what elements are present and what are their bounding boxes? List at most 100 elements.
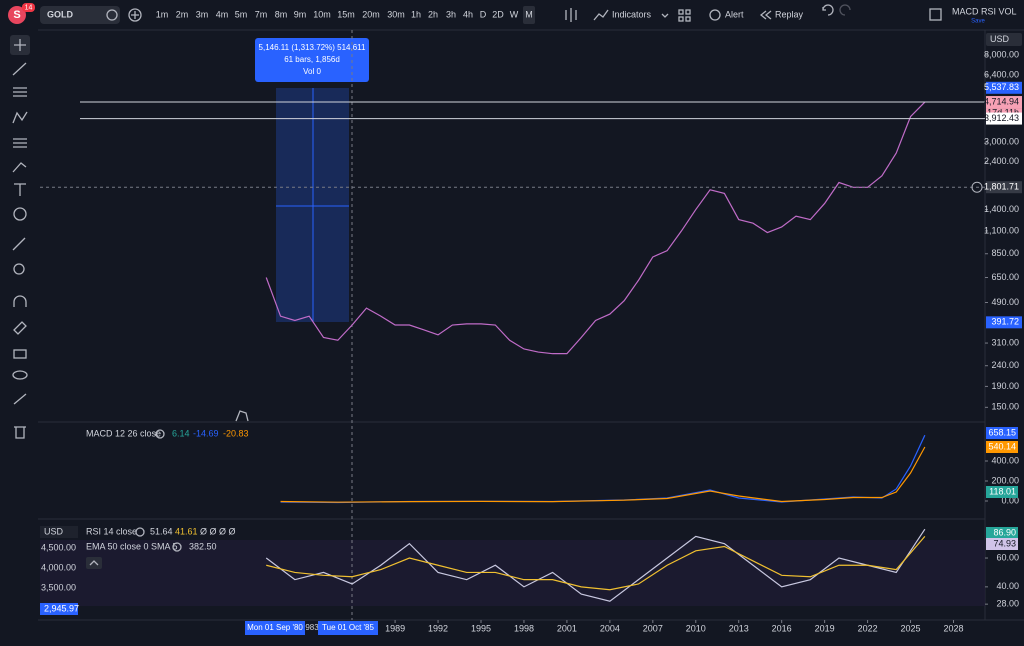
timeframe-button[interactable]: W — [510, 9, 519, 19]
y-tick-label: 490.00 — [991, 297, 1019, 307]
avatar[interactable] — [8, 6, 26, 24]
y-tick-label: 190.00 — [991, 381, 1019, 391]
hide-tool[interactable] — [12, 370, 28, 380]
timeframe-button[interactable]: 4h — [463, 9, 473, 19]
replay-button[interactable]: Replay — [775, 9, 804, 19]
undo-button[interactable] — [822, 4, 834, 16]
redo-button[interactable] — [839, 4, 851, 16]
measure-volume: Vol 0 — [303, 67, 321, 76]
signal-value: -20.83 — [223, 428, 249, 438]
overlay-tick: 3,500.00 — [41, 582, 76, 592]
price-label: 5,537.83 — [984, 82, 1019, 92]
x-tick-label: 2001 — [557, 623, 577, 633]
series-line — [265, 528, 926, 602]
indicators-icon — [593, 9, 609, 21]
series-line — [280, 434, 926, 504]
currency-box[interactable] — [986, 33, 1022, 46]
fib-tool[interactable] — [13, 87, 27, 97]
range-end-label: Tue 01 Oct '85 — [322, 623, 374, 632]
lock-tool[interactable] — [13, 349, 27, 359]
timeframe-button[interactable]: 15m — [337, 9, 355, 19]
settings-icon[interactable] — [172, 542, 182, 552]
plus-icon — [131, 11, 139, 19]
collapse-icon — [89, 560, 99, 566]
y-tick-label: 200.00 — [991, 475, 1019, 485]
rsi-extra-values: Ø Ø Ø Ø — [200, 526, 236, 536]
zoom-tool[interactable] — [13, 263, 25, 275]
layout-name[interactable]: MACD RSI VOL — [952, 6, 1017, 16]
top-bar — [0, 0, 1024, 30]
timeframe-button[interactable]: 8m — [275, 9, 288, 19]
link-tool[interactable] — [13, 393, 27, 405]
text-tool[interactable] — [14, 183, 26, 196]
overlay-last: 2,945.97 — [44, 603, 79, 613]
macd-legend: MACD 12 26 close — [86, 428, 161, 438]
ruler-tool[interactable] — [12, 237, 26, 251]
timeframe-button[interactable]: 30m — [387, 9, 405, 19]
price-label-box — [986, 112, 1022, 125]
layouts-icon — [685, 9, 691, 15]
add-button[interactable] — [971, 181, 983, 193]
x-tick-label: 2019 — [815, 623, 835, 633]
emoji-tool[interactable] — [13, 207, 27, 221]
cross-icon — [14, 39, 26, 51]
value-label-box — [986, 527, 1018, 539]
compare-button[interactable] — [128, 8, 142, 22]
timeframe-button[interactable]: 1h — [411, 9, 421, 19]
layout-checkbox[interactable] — [929, 8, 942, 21]
rsi-ma-value: 41.61 — [175, 526, 198, 536]
timeframe-button[interactable]: 3m — [196, 9, 209, 19]
pattern-tool[interactable] — [12, 111, 28, 124]
rsi-value: 51.64 — [150, 526, 173, 536]
timeframe-button[interactable]: 2D — [492, 9, 504, 19]
timeframe-button[interactable]: M — [525, 9, 533, 19]
value-label: 118.01 — [989, 486, 1016, 496]
badge — [22, 3, 35, 12]
layouts-icon — [678, 16, 684, 22]
trash-tool[interactable] — [14, 426, 26, 439]
x-tick-label: 2016 — [772, 623, 792, 633]
timeframe-button[interactable]: 7m — [255, 9, 268, 19]
countdown: 17d 11h — [987, 107, 1019, 117]
timeframe-button[interactable]: 10m — [313, 9, 331, 19]
timeframe-button[interactable]: 5m — [235, 9, 248, 19]
y-tick-label: 40.00 — [996, 581, 1019, 591]
draw-mode-tool[interactable] — [13, 321, 27, 335]
timeframe-button[interactable]: 2m — [176, 9, 189, 19]
symbol-search[interactable] — [40, 6, 120, 24]
time-label-box — [245, 621, 305, 635]
timeframe-button[interactable]: 20m — [362, 9, 380, 19]
value-label-box — [986, 538, 1018, 550]
x-tick-label: 2004 — [600, 623, 620, 633]
timeframe-button[interactable]: D — [480, 9, 487, 19]
indicators-button[interactable]: Indicators — [612, 9, 652, 19]
settings-icon[interactable] — [135, 527, 145, 537]
value-label: 658.15 — [988, 427, 1016, 437]
timeframe-button[interactable]: 2h — [428, 9, 438, 19]
collapse-button[interactable] — [86, 557, 102, 569]
settings-icon[interactable] — [155, 429, 165, 439]
y-tick-label: 1,100.00 — [984, 225, 1019, 235]
timeframe-button[interactable]: 1m — [156, 9, 169, 19]
avatar-letter: S — [13, 9, 20, 21]
magnet-tool[interactable] — [13, 295, 27, 307]
y-tick-label: 6,400.00 — [984, 69, 1019, 79]
active-timeframe — [523, 6, 535, 24]
value-label-box — [986, 427, 1018, 439]
brush-tool[interactable] — [12, 162, 27, 173]
layouts-icon[interactable] — [678, 9, 684, 15]
x-tick-label: 1989 — [385, 623, 405, 633]
y-tick-label: 1,400.00 — [984, 204, 1019, 214]
trendline-tool[interactable] — [12, 62, 27, 76]
forecast-tool[interactable] — [13, 138, 27, 148]
timeframe-button[interactable]: 4m — [216, 9, 229, 19]
timeframe-button[interactable]: 3h — [446, 9, 456, 19]
left-toolbar — [0, 30, 38, 641]
chart-type-button[interactable] — [565, 8, 577, 22]
y-tick-label: 400.00 — [991, 455, 1019, 465]
x-tick-label: 2007 — [643, 623, 663, 633]
timeframe-button[interactable]: 9m — [294, 9, 307, 19]
alert-button[interactable]: Alert — [725, 9, 744, 19]
save-label[interactable]: Save — [971, 19, 985, 25]
x-tick-label: 1992 — [428, 623, 448, 633]
